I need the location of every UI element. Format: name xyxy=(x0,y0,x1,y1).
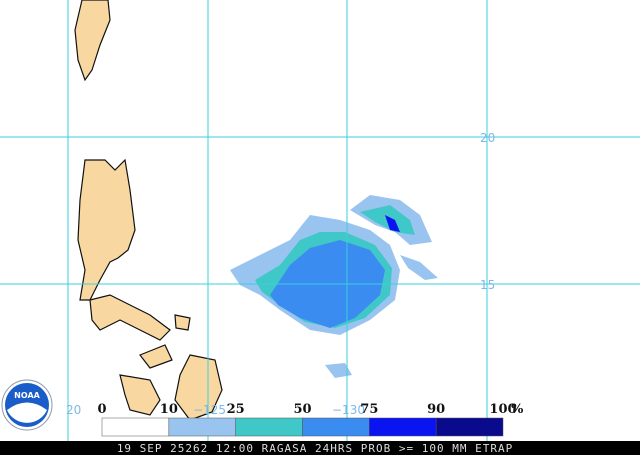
colorbar-label: 90 xyxy=(427,402,445,417)
footer-bar xyxy=(0,441,640,455)
grid-label: 20 xyxy=(480,131,495,145)
land xyxy=(74,0,223,421)
colorbar-segment xyxy=(302,417,370,437)
colorbar-label: 25 xyxy=(227,402,245,417)
colorbar-unit: % xyxy=(511,402,524,417)
colorbar-label: 10 xyxy=(160,402,178,417)
colorbar-label: 0 xyxy=(97,402,106,417)
rain-area xyxy=(230,195,438,378)
grid xyxy=(0,0,640,441)
colorbar: 0 10 25 50 75 90 100% xyxy=(97,402,524,437)
colorbar-segment xyxy=(235,417,303,437)
colorbar-segment xyxy=(369,417,437,437)
colorbar-label: 100 xyxy=(489,402,516,417)
colorbar-segment xyxy=(435,417,504,437)
grid-label: 15 xyxy=(480,278,495,292)
noaa-logo: NOAA xyxy=(1,379,53,431)
grid-label: −130 xyxy=(332,403,365,417)
logo-text: NOAA xyxy=(14,391,40,400)
colorbar-segment xyxy=(168,417,236,437)
colorbar-segment xyxy=(101,417,170,437)
colorbar-label: 75 xyxy=(360,402,378,417)
grid-label: −125 xyxy=(193,403,226,417)
grid-label: 20 xyxy=(66,403,81,417)
footer-text: 19 SEP 25262 12:00 RAGASA 24HRS PROB >= … xyxy=(117,442,513,455)
colorbar-label: 50 xyxy=(293,402,311,417)
